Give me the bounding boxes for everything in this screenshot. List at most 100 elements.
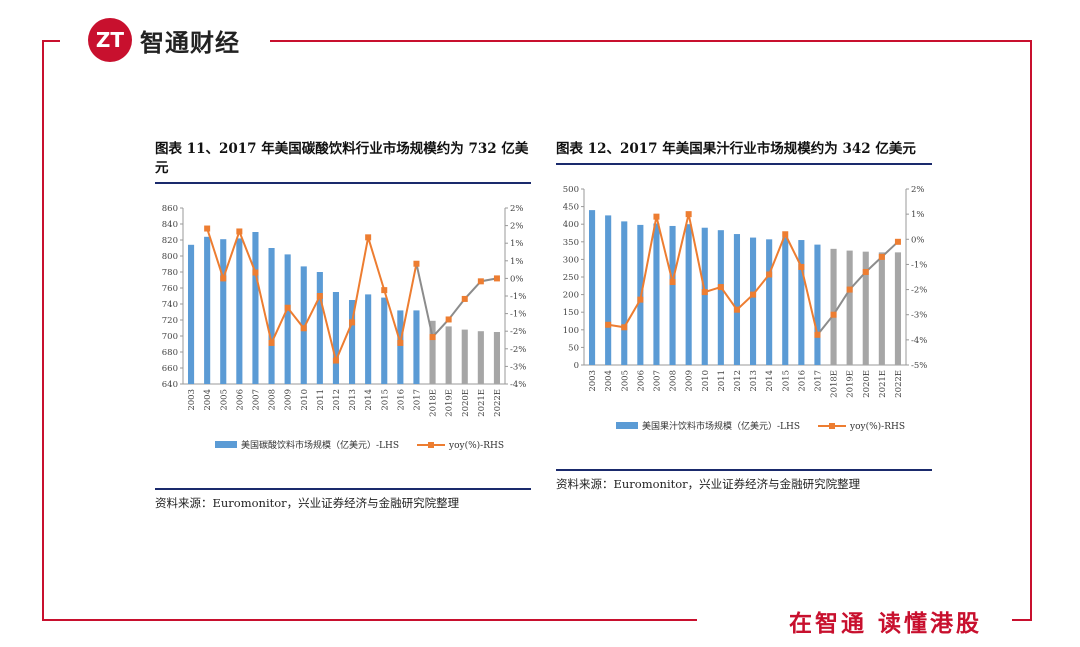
left-tick-label: 50 bbox=[568, 343, 579, 353]
left-tick-label: 760 bbox=[162, 284, 178, 294]
x-tick-label: 2010 bbox=[300, 389, 310, 411]
left-tick-label: 500 bbox=[563, 185, 579, 195]
bar bbox=[701, 227, 708, 365]
left-tick-label: 450 bbox=[563, 203, 579, 213]
left-tick-label: 860 bbox=[162, 204, 178, 214]
frame-top-left-line bbox=[42, 40, 60, 42]
chart-panel-2: 图表 12、2017 年美国果汁行业市场规模约为 342 亿美元 0 50 100 1… bbox=[556, 140, 932, 492]
yoy-point bbox=[701, 289, 708, 296]
bottom-rule-2 bbox=[556, 469, 932, 471]
bar bbox=[493, 332, 501, 384]
right-tick-label: 0% bbox=[510, 274, 524, 284]
bar bbox=[461, 329, 468, 384]
chart-title-2: 图表 12、2017 年美国果汁行业市场规模约为 342 亿美元 bbox=[556, 141, 916, 157]
x-tick-label: 2017 bbox=[412, 389, 422, 411]
x-tick-label: 2011 bbox=[316, 389, 326, 411]
yoy-point bbox=[300, 325, 307, 332]
yoy-point bbox=[429, 334, 436, 341]
yoy-point bbox=[445, 316, 452, 323]
chart-2: 0 50 100 150 200 250 300 350 400 450 500 -5% -4% -3% -… bbox=[563, 185, 928, 432]
x-tick-label: 2014 bbox=[765, 370, 775, 392]
yoy-point bbox=[782, 231, 789, 238]
x-tick-label: 2009 bbox=[284, 389, 294, 411]
right-tick-label: 1% bbox=[510, 239, 524, 249]
right-tick-label: -2% bbox=[911, 286, 927, 296]
yoy-forecast-line bbox=[415, 263, 498, 340]
left-tick-label: 740 bbox=[162, 300, 178, 310]
bar bbox=[814, 244, 821, 365]
x-tick-label: 2013 bbox=[348, 389, 358, 411]
yoy-point bbox=[204, 225, 211, 232]
frame-bottom-left-line bbox=[42, 619, 697, 621]
x-tick-label: 2020E bbox=[461, 389, 471, 417]
left-tick-label: 300 bbox=[563, 255, 579, 265]
x-tick-label: 2019E bbox=[445, 389, 455, 417]
yoy-point bbox=[878, 253, 885, 260]
x-tick-label: 2016 bbox=[797, 370, 807, 392]
yoy-point bbox=[605, 321, 612, 328]
bar bbox=[397, 310, 404, 384]
title-rule-1 bbox=[155, 182, 531, 184]
yoy-line bbox=[206, 228, 418, 364]
bottom-rule-1 bbox=[155, 488, 531, 490]
left-tick-label: 820 bbox=[162, 236, 178, 246]
x-tick-label: 2008 bbox=[669, 370, 679, 392]
yoy-point bbox=[252, 269, 259, 276]
x-tick-label: 2015 bbox=[781, 370, 791, 392]
legend-line-label: yoy(%)-RHS bbox=[849, 421, 905, 432]
yoy-point bbox=[685, 211, 692, 218]
frame-right-line bbox=[1030, 40, 1032, 620]
right-tick-label: -2% bbox=[510, 327, 526, 337]
x-tick-label: 2017 bbox=[813, 370, 823, 392]
yoy-point bbox=[830, 311, 837, 318]
right-tick-label: 2% bbox=[911, 185, 925, 195]
legend-bar-swatch bbox=[215, 441, 237, 448]
yoy-point bbox=[621, 324, 628, 331]
x-tick-label: 2005 bbox=[620, 370, 630, 392]
legend-bar-swatch bbox=[616, 422, 638, 429]
yoy-point bbox=[766, 271, 773, 278]
chart-title-1: 图表 11、2017 年美国碳酸饮料行业市场规模约为 732 亿美元 bbox=[155, 141, 529, 176]
yoy-point bbox=[637, 296, 644, 303]
bar bbox=[621, 221, 628, 365]
bar bbox=[588, 210, 596, 365]
left-tick-label: 660 bbox=[162, 364, 178, 374]
yoy-point bbox=[653, 213, 660, 220]
right-tick-label: -1% bbox=[911, 260, 927, 270]
bar bbox=[413, 310, 420, 384]
yoy-point bbox=[236, 228, 243, 235]
bar bbox=[477, 331, 484, 384]
legend-line-label: yoy(%)-RHS bbox=[448, 440, 504, 451]
yoy-point bbox=[381, 287, 388, 294]
bar bbox=[300, 266, 307, 384]
bar bbox=[733, 234, 741, 365]
right-tick-label: -3% bbox=[510, 362, 526, 372]
bar bbox=[685, 224, 692, 365]
yoy-point bbox=[397, 339, 404, 346]
bar bbox=[878, 252, 885, 365]
left-tick-label: 700 bbox=[162, 332, 178, 342]
bar bbox=[429, 320, 436, 384]
bar bbox=[749, 237, 757, 365]
title-rule-2 bbox=[556, 163, 932, 165]
left-tick-label: 640 bbox=[162, 380, 178, 390]
x-tick-label: 2004 bbox=[604, 370, 614, 392]
x-tick-label: 2006 bbox=[636, 370, 646, 392]
right-tick-label: -1% bbox=[510, 292, 526, 302]
bar bbox=[268, 248, 275, 384]
bar bbox=[653, 223, 660, 365]
x-tick-label: 2021E bbox=[878, 370, 888, 398]
bar bbox=[830, 248, 837, 365]
yoy-point bbox=[846, 286, 853, 293]
yoy-point bbox=[332, 357, 339, 364]
bar bbox=[717, 230, 724, 365]
yoy-point bbox=[220, 275, 227, 282]
frame-top-right-line bbox=[270, 40, 1030, 42]
yoy-point bbox=[461, 295, 468, 302]
right-tick-label: 1% bbox=[911, 210, 925, 220]
bar bbox=[766, 239, 773, 365]
yoy-point bbox=[349, 319, 356, 326]
yoy-point bbox=[894, 238, 901, 245]
yoy-point bbox=[413, 260, 420, 267]
brand-name: 智通财经 bbox=[140, 28, 240, 57]
